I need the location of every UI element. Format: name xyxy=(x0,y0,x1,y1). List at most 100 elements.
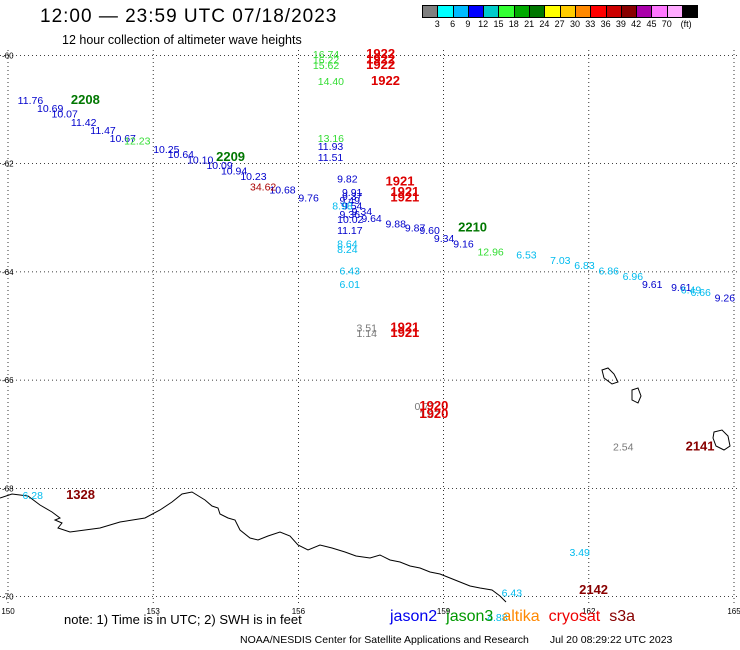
wave-height-label: 1.07 xyxy=(419,409,440,421)
island-1 xyxy=(601,367,619,385)
wave-height-label: 8.24 xyxy=(337,244,358,256)
wave-height-label: 11.47 xyxy=(90,125,116,137)
wave-height-label: 10.69 xyxy=(37,103,63,115)
legend-tick-labels: 3 6 9 12 15 18 21 24 27 30 33 36 39 42 45 70 (ft) xyxy=(422,18,740,30)
wave-height-label: 10.07 xyxy=(52,109,78,121)
pass-time-label: 2209 xyxy=(216,149,245,164)
wave-height-label: 10.10 xyxy=(187,155,213,167)
wave-height-label: 9.16 xyxy=(453,239,474,251)
legend-tick: 3 xyxy=(434,19,440,29)
legend-tick: 21 xyxy=(524,19,535,29)
wave-height-label: 6.01 xyxy=(340,279,361,291)
legend-tick: 9 xyxy=(465,19,471,29)
wave-height-label: 13.16 xyxy=(318,133,344,145)
credit-text: NOAA/NESDIS Center for Satellite Applica… xyxy=(240,634,529,646)
wave-height-label: 2.54 xyxy=(613,441,634,453)
footnote: note: 1) Time is in UTC; 2) SWH is in fe… xyxy=(64,612,302,627)
wave-height-label: 10.64 xyxy=(168,149,194,161)
lat-label: -70 xyxy=(2,593,14,602)
pass-time-label: 2208 xyxy=(71,92,100,107)
legend-tick: 36 xyxy=(600,19,611,29)
pass-time-label: 1921 xyxy=(386,173,415,188)
pass-time-label: 1921 xyxy=(390,184,419,199)
legend-tick: 12 xyxy=(478,19,489,29)
wave-height-label: 6.96 xyxy=(623,271,644,283)
legend-tick: 24 xyxy=(539,19,550,29)
wave-height-label: 6.49 xyxy=(681,285,702,297)
lon-label: 156 xyxy=(292,607,306,616)
wave-height-label: 10.67 xyxy=(110,133,136,145)
wave-height-label: 9.34 xyxy=(434,233,455,245)
pass-time-label: 1922 xyxy=(366,57,395,72)
wave-height-label: 6.53 xyxy=(516,249,537,261)
wave-height-label: 9.61 xyxy=(671,282,692,294)
island-3 xyxy=(712,429,731,451)
wave-height-label: 10.25 xyxy=(153,144,179,156)
wave-height-label: 15.62 xyxy=(313,60,339,72)
legend-box xyxy=(682,5,699,18)
legend-tick: 27 xyxy=(554,19,565,29)
legend-tick: 70 xyxy=(661,19,672,29)
wave-height-label: 8.98 xyxy=(332,201,353,213)
wave-height-label: 9.34 xyxy=(352,206,373,218)
wave-height-label: 9.82 xyxy=(337,174,358,186)
wave-height-label: 9.26 xyxy=(715,293,736,305)
lon-label: 162 xyxy=(582,607,596,616)
lon-label: 165 xyxy=(727,607,740,616)
wave-height-label: 11.93 xyxy=(318,141,344,153)
wave-height-label: 11.76 xyxy=(18,95,44,107)
wave-height-label: 7.03 xyxy=(550,255,571,267)
legend-tick: 33 xyxy=(585,19,596,29)
legend-tick: 18 xyxy=(508,19,519,29)
legend-tick: 6 xyxy=(450,19,456,29)
wave-height-label: 4.88 xyxy=(487,612,508,624)
wave-height-label: 6.43 xyxy=(502,588,523,600)
chart-title: 12:00 — 23:59 UTC 07/18/2023 xyxy=(40,6,338,27)
satellite-altika: altika xyxy=(502,608,540,625)
wave-height-label: 34.62 xyxy=(250,182,276,194)
lat-label: -64 xyxy=(2,268,14,277)
wave-height-label: 6.43 xyxy=(340,266,361,278)
wave-height-label: 6.83 xyxy=(574,260,595,272)
satellite-jason2: jason2 xyxy=(390,608,438,625)
pass-time-label: 1921 xyxy=(390,319,419,334)
pass-time-label: 1922 xyxy=(371,73,400,88)
wave-height-label: 9.61 xyxy=(642,279,663,291)
wave-height-label: 6.86 xyxy=(598,266,619,278)
lat-label: -60 xyxy=(2,51,14,60)
credit-line: NOAA/NESDIS Center for Satellite Applica… xyxy=(240,634,672,646)
wave-height-label: 16.22 xyxy=(313,55,339,67)
wave-height-label: 0.77 xyxy=(415,401,436,413)
satellite-cryosat: cryosat xyxy=(548,608,601,625)
pass-time-labels: 2208220922101922192219221922192119211921… xyxy=(66,46,714,597)
chart-subtitle: 12 hour collection of altimeter wave hei… xyxy=(62,33,302,47)
pass-time-label: 1922 xyxy=(366,52,395,67)
wave-height-label: 9.64 xyxy=(361,213,382,225)
wave-height-label: 6.28 xyxy=(23,490,44,502)
lat-label: -62 xyxy=(2,160,14,169)
wave-height-label: 9.49 xyxy=(340,195,361,207)
satellite-s3a: s3a xyxy=(609,608,636,625)
pass-time-label: 1920 xyxy=(419,398,448,413)
lon-label: 159 xyxy=(437,607,451,616)
legend-tick: (ft) xyxy=(680,19,692,29)
wave-height-label: 9.60 xyxy=(419,225,440,237)
generated-timestamp: Jul 20 08:29:22 UTC 2023 xyxy=(549,634,673,646)
wave-height-label: 9.87 xyxy=(405,222,426,234)
pass-time-label: 1328 xyxy=(66,487,95,502)
antarctic-coastline xyxy=(0,491,507,603)
pass-time-label: 2142 xyxy=(579,582,608,597)
pass-time-label: 1920 xyxy=(419,406,448,421)
wave-height-label: 9.91 xyxy=(342,187,363,199)
wave-height-label: 11.51 xyxy=(318,152,344,164)
satellite-key: jason2 jason3 altika cryosat s3a xyxy=(390,608,644,626)
wave-height-label: 14.40 xyxy=(318,76,344,88)
wave-height-label: 10.09 xyxy=(206,160,232,172)
lon-label: 150 xyxy=(1,607,15,616)
wave-height-label: 9.36 xyxy=(340,209,361,221)
wave-height-label: 12.23 xyxy=(124,136,150,148)
legend-tick: 45 xyxy=(646,19,657,29)
wave-height-label: 10.02 xyxy=(337,214,363,226)
